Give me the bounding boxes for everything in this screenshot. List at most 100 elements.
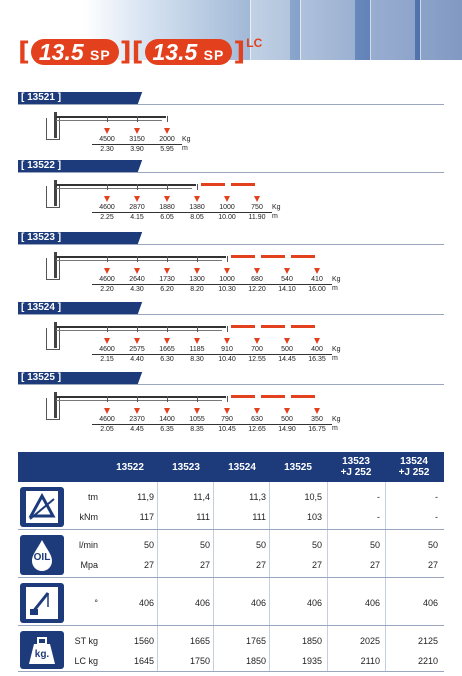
load-point: 1000 10.00 [212,196,242,222]
spec-value: 1645 [133,656,154,666]
spec-value: 111 [196,512,210,522]
bracket-open: [ [18,37,30,67]
outreach-m: 16.35 [308,356,326,363]
crane-diagram-2 [46,178,446,208]
column-header-4: 13525 [284,461,312,473]
outreach-m: 16.75 [308,426,326,433]
outreach-m: 4.15 [130,214,144,221]
spec-value: 1850 [245,656,266,666]
column-header-3: 13524 [228,461,256,473]
outreach-m: 5.95 [160,146,174,153]
load-capacity-kg: 2640 [122,276,152,285]
load-point-marker-icon [314,408,320,414]
load-capacity-kg: 790 [212,416,242,425]
spec-value: 406 [364,598,380,608]
section-divider-4 [18,314,444,315]
load-point: 400 16.35 [302,338,332,364]
outreach-m: 6.35 [160,426,174,433]
outreach-m: 3.90 [130,146,144,153]
boom-section-mark [107,116,108,122]
spec-value: 111 [252,512,266,522]
outreach-m: 8.05 [190,214,204,221]
load-point-marker-icon [224,268,230,274]
load-point-marker-icon [284,408,290,414]
load-point-marker-icon [164,408,170,414]
spec-value: 1665 [189,636,210,646]
jib-extension [201,183,225,186]
outreach-m: 6.05 [160,214,174,221]
boom-section-mark [137,326,138,332]
outreach-m: 8.35 [190,426,204,433]
load-capacity-kg: 1400 [152,416,182,425]
load-point-marker-icon [164,128,170,134]
outreach-m: 14.90 [278,426,296,433]
icon-caption: kg. [34,649,50,660]
outreach-m: 12.55 [248,356,266,363]
load-point: 790 10.45 [212,408,242,434]
boom-section-mark [227,256,228,262]
load-point-marker-icon [134,196,140,202]
boom-section-mark [227,396,228,402]
unit-m: m [332,425,338,432]
load-point-marker-icon [104,408,110,414]
load-point: 410 16.00 [302,268,332,294]
section-label-4: [ 13524 ] [18,302,136,314]
spec-value: 50 [199,540,210,550]
load-point-marker-icon [194,196,200,202]
load-capacity-kg: 1730 [152,276,182,285]
slewing-angle-icon [20,583,64,623]
outreach-m: 2.30 [100,146,114,153]
load-point: 910 10.40 [212,338,242,364]
spec-value: 50 [311,540,322,550]
icon-caption: OIL [33,552,51,563]
load-point: 1000 10.30 [212,268,242,294]
load-capacity-kg: 2870 [122,204,152,213]
crane-diagram-1 [46,110,446,140]
spec-group-4: kg. ST kg 1560 1665 1765 1850 2025 2125 LC kg 164… [18,628,444,672]
spec-value: 406 [250,598,266,608]
load-point: 500 14.45 [272,338,302,364]
spec-value: 27 [369,560,380,570]
bracket-mid: ][ [119,37,144,67]
model-badge-sp: 13.5 SP [30,39,119,65]
load-capacity-kg: 4500 [92,136,122,145]
crane-base [46,118,60,140]
crane-boom-lower [56,120,162,121]
column-header-1: 13522 [116,461,144,473]
jib-extension [261,395,285,398]
load-point: 1880 6.05 [152,196,182,222]
outreach-m: 4.40 [130,356,144,363]
crane-base [46,398,60,420]
row-label: ° [94,598,98,608]
load-point: 2575 4.40 [122,338,152,364]
spec-group-2: OIL l/min 50 50 50 50 50 50 Mpa 27 27 27 27 27 27 [18,532,444,578]
outreach-m: 12.20 [248,286,266,293]
boom-section-mark [167,184,168,190]
row-label: kNm [79,512,99,522]
crane-mast [54,180,57,206]
crane-base [46,258,60,280]
load-point-marker-icon [284,338,290,344]
load-point: 4600 2.15 [92,338,122,364]
row-label: Mpa [80,560,98,570]
unit-m: m [332,285,338,292]
boom-section-mark [197,396,198,402]
load-point: 2000 5.95 [152,128,182,154]
load-point: 1665 6.30 [152,338,182,364]
spec-value: 27 [199,560,210,570]
oil-icon: OIL [20,535,64,575]
load-capacity-kg: 750 [242,204,272,213]
spec-value: 117 [139,512,154,522]
spec-value: 27 [143,560,154,570]
section-label-2: [ 13522 ] [18,160,136,172]
load-point: 750 11.90 [242,196,272,222]
boom-section-mark [137,116,138,122]
load-capacity-kg: 2370 [122,416,152,425]
boom-section-mark [167,256,168,262]
crane-boom-lower [56,330,222,331]
load-point-marker-icon [104,128,110,134]
load-point-marker-icon [254,196,260,202]
load-capacity-kg: 630 [242,416,272,425]
crane-mast [54,322,57,348]
